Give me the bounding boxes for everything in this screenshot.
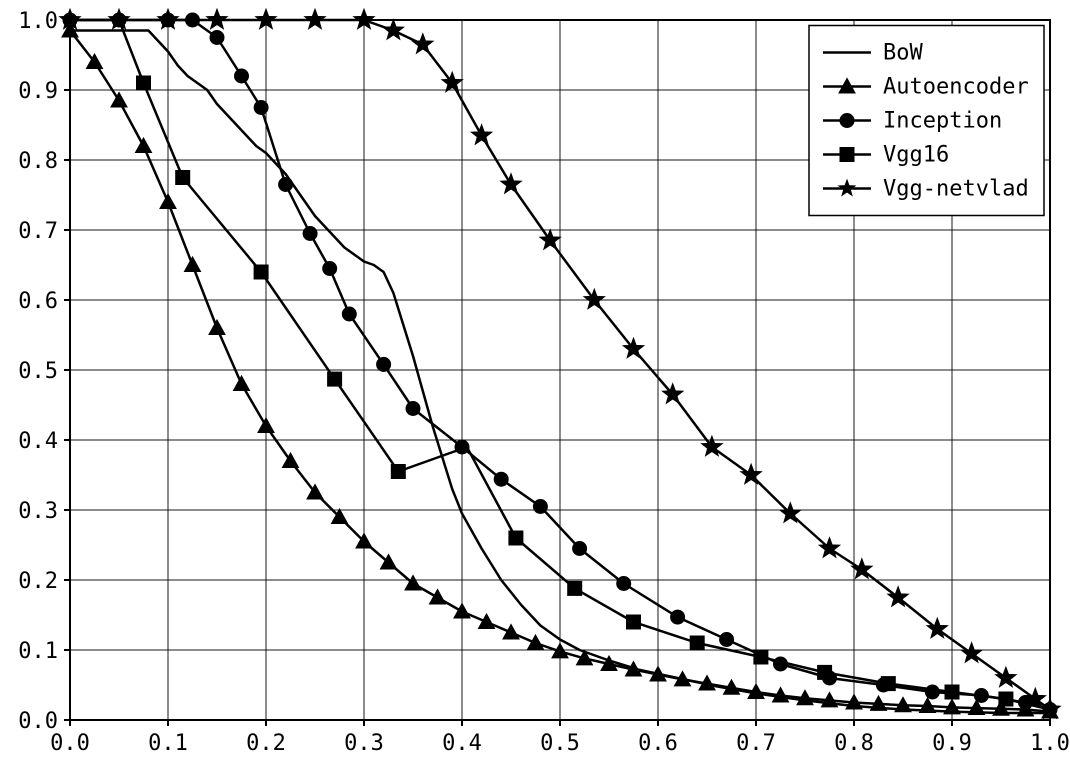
y-tick-label: 0.6 xyxy=(18,289,58,314)
y-tick-label: 0.7 xyxy=(18,219,58,244)
x-tick-label: 0.6 xyxy=(638,731,678,756)
y-tick-label: 0.1 xyxy=(18,639,58,664)
chart-svg: 0.0 0.1 0.2 0.3 0.4 0.5 0.6 0.7 0.8 0.9 1.0 0.0 0.1 0… xyxy=(0,0,1070,761)
x-tick-label: 0.9 xyxy=(932,731,972,756)
legend-label: BoW xyxy=(883,41,923,66)
x-tick-label: 0.1 xyxy=(148,731,188,756)
x-tick-label: 0.8 xyxy=(834,731,874,756)
legend-label: Autoencoder xyxy=(883,75,1029,100)
chart-container: 0.0 0.1 0.2 0.3 0.4 0.5 0.6 0.7 0.8 0.9 1.0 0.0 0.1 0… xyxy=(0,0,1070,761)
x-tick-label: 1.0 xyxy=(1030,731,1070,756)
legend-label: Vgg-netvlad xyxy=(883,177,1029,202)
x-tick-label: 0.4 xyxy=(442,731,482,756)
x-tick-label: 0.0 xyxy=(50,731,90,756)
y-tick-label: 0.3 xyxy=(18,499,58,524)
x-tick-label: 0.2 xyxy=(246,731,286,756)
y-tick-label: 0.8 xyxy=(18,149,58,174)
x-tick-label: 0.5 xyxy=(540,731,580,756)
legend: BoW Autoencoder Inception Vgg16 Vgg-netvlad xyxy=(809,26,1044,216)
x-tick-label: 0.3 xyxy=(344,731,384,756)
y-tick-label: 0.4 xyxy=(18,429,58,454)
y-tick-label: 0.2 xyxy=(18,569,58,594)
legend-label: Inception xyxy=(883,109,1002,134)
x-tick-label: 0.7 xyxy=(736,731,776,756)
legend-label: Vgg16 xyxy=(883,143,949,168)
y-tick-label: 0.0 xyxy=(18,709,58,734)
y-tick-label: 0.9 xyxy=(18,79,58,104)
y-tick-label: 0.5 xyxy=(18,359,58,384)
y-tick-label: 1.0 xyxy=(18,9,58,34)
